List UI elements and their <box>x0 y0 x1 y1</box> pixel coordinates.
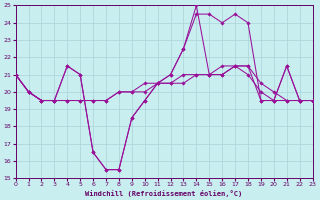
X-axis label: Windchill (Refroidissement éolien,°C): Windchill (Refroidissement éolien,°C) <box>85 190 243 197</box>
